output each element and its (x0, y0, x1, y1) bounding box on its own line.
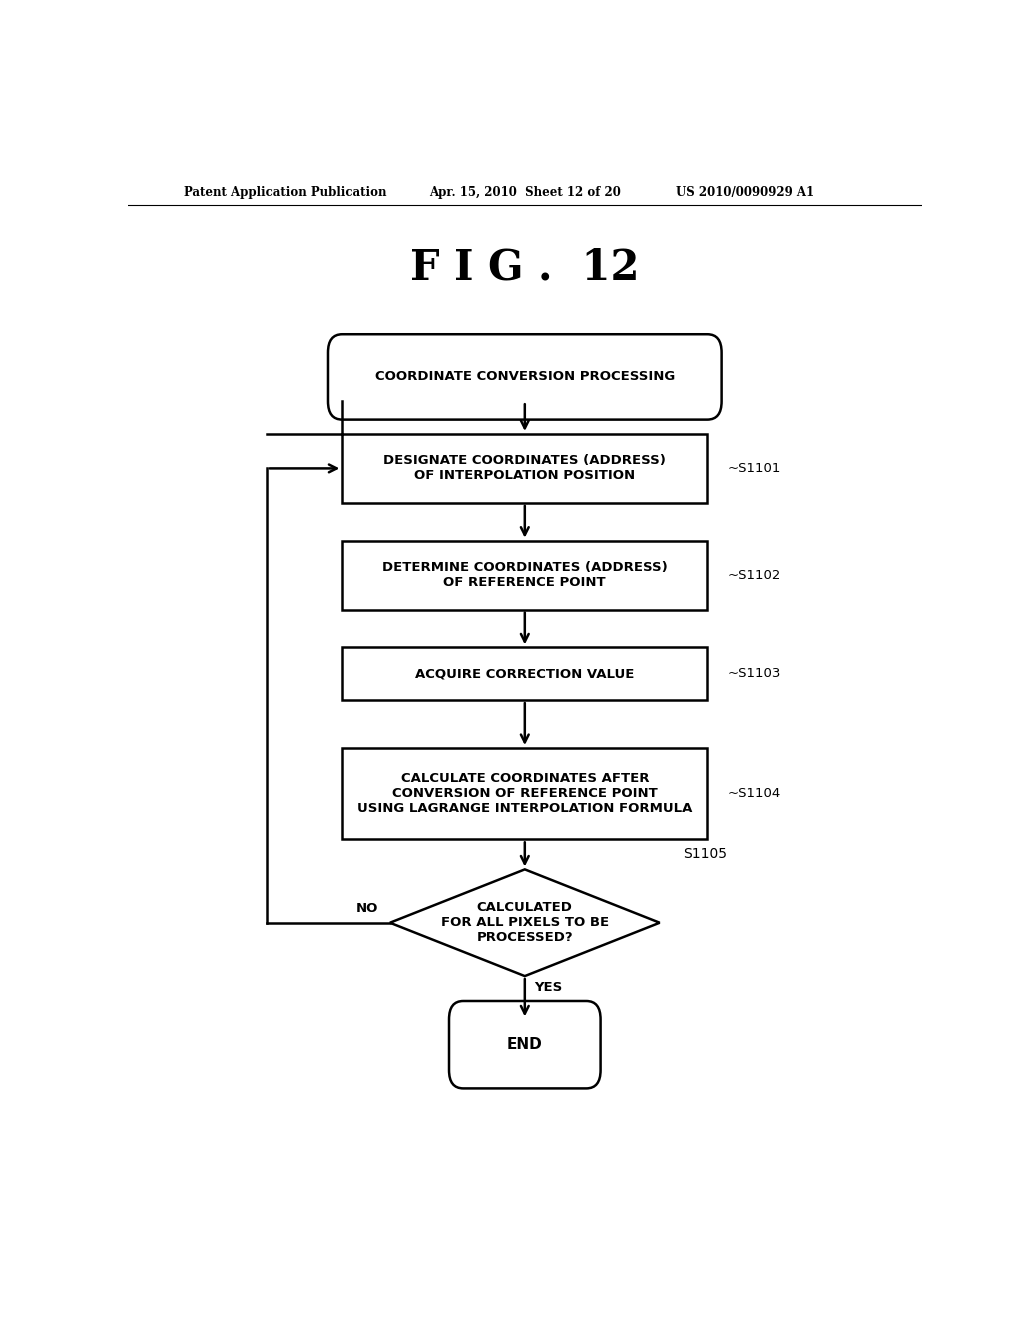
Bar (342, 647, 708, 700)
Text: ~S1102: ~S1102 (727, 569, 780, 582)
Text: S1105: S1105 (684, 847, 727, 861)
Polygon shape (390, 870, 659, 975)
Text: Patent Application Publication: Patent Application Publication (183, 186, 386, 199)
Text: END: END (507, 1038, 543, 1052)
Bar (342, 541, 708, 610)
Text: DETERMINE COORDINATES (ADDRESS)
OF REFERENCE POINT: DETERMINE COORDINATES (ADDRESS) OF REFER… (382, 561, 668, 589)
Text: CALCULATED
FOR ALL PIXELS TO BE
PROCESSED?: CALCULATED FOR ALL PIXELS TO BE PROCESSE… (440, 902, 609, 944)
FancyBboxPatch shape (328, 334, 722, 420)
Text: NO: NO (355, 902, 378, 915)
Text: ~S1103: ~S1103 (727, 667, 780, 680)
Text: DESIGNATE COORDINATES (ADDRESS)
OF INTERPOLATION POSITION: DESIGNATE COORDINATES (ADDRESS) OF INTER… (383, 454, 667, 482)
Text: ACQUIRE CORRECTION VALUE: ACQUIRE CORRECTION VALUE (415, 667, 635, 680)
FancyBboxPatch shape (449, 1001, 601, 1089)
Text: ~S1101: ~S1101 (727, 462, 780, 475)
Text: CALCULATE COORDINATES AFTER
CONVERSION OF REFERENCE POINT
USING LAGRANGE INTERPO: CALCULATE COORDINATES AFTER CONVERSION O… (357, 772, 692, 816)
Bar (342, 748, 708, 840)
Bar (342, 434, 708, 503)
Text: F I G .  12: F I G . 12 (410, 246, 640, 288)
Text: US 2010/0090929 A1: US 2010/0090929 A1 (676, 186, 814, 199)
Text: ~S1104: ~S1104 (727, 787, 780, 800)
Text: COORDINATE CONVERSION PROCESSING: COORDINATE CONVERSION PROCESSING (375, 371, 675, 383)
Text: YES: YES (535, 981, 562, 994)
Text: Apr. 15, 2010  Sheet 12 of 20: Apr. 15, 2010 Sheet 12 of 20 (430, 186, 622, 199)
